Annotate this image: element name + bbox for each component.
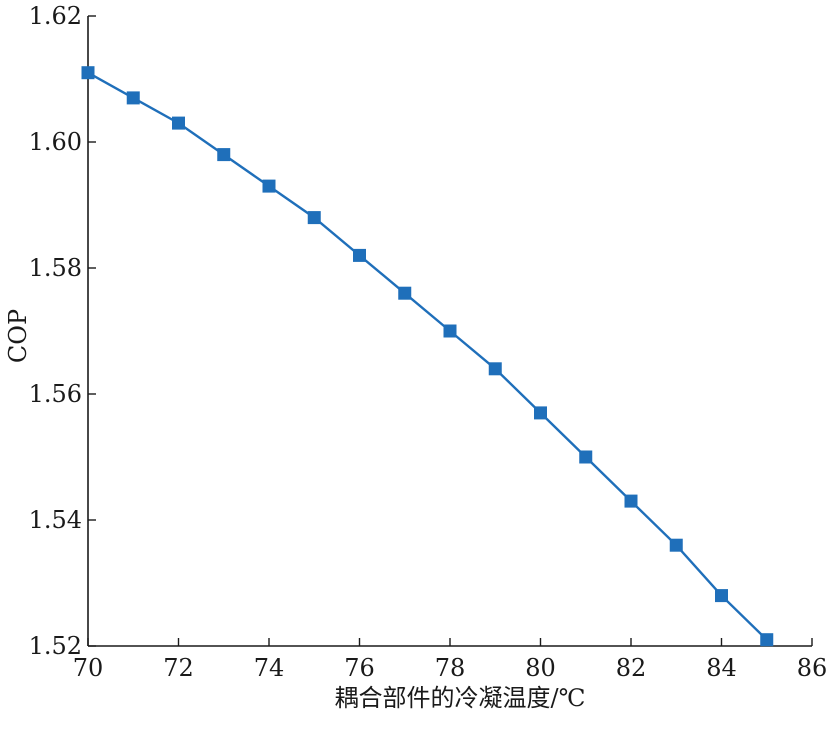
x-tick-label: 86 bbox=[797, 654, 828, 682]
y-tick-label: 1.58 bbox=[29, 254, 82, 282]
data-point bbox=[488, 362, 502, 376]
data-point bbox=[534, 406, 547, 420]
y-ticks: 1.52 1.54 1.56 1.58 1.60 1.62 bbox=[29, 2, 96, 660]
data-point bbox=[579, 450, 593, 464]
y-axis-title: COP bbox=[4, 309, 32, 363]
data-point bbox=[624, 494, 638, 508]
x-axis-title: 耦合部件的冷凝温度/℃ bbox=[335, 684, 586, 712]
y-tick-label: 1.60 bbox=[29, 128, 82, 156]
x-tick-label: 72 bbox=[163, 654, 194, 682]
y-tick-label: 1.54 bbox=[29, 506, 82, 534]
data-markers bbox=[81, 66, 774, 647]
x-tick-label: 76 bbox=[344, 654, 375, 682]
y-tick-label: 1.56 bbox=[29, 380, 82, 408]
y-tick-label: 1.62 bbox=[29, 2, 82, 30]
data-point bbox=[715, 589, 728, 603]
x-tick-label: 80 bbox=[525, 654, 556, 682]
x-tick-label: 74 bbox=[254, 654, 285, 682]
x-tick-label: 78 bbox=[435, 654, 466, 682]
data-point bbox=[398, 286, 412, 300]
x-tick-label: 70 bbox=[73, 654, 104, 682]
y-tick-label: 1.52 bbox=[29, 632, 82, 660]
data-point bbox=[217, 148, 231, 162]
data-point bbox=[126, 91, 140, 105]
data-point bbox=[81, 66, 95, 80]
data-point bbox=[172, 116, 185, 130]
data-point bbox=[307, 211, 321, 225]
x-tick-label: 82 bbox=[616, 654, 647, 682]
x-tick-label: 84 bbox=[706, 654, 737, 682]
x-ticks: 70 72 74 76 78 80 82 84 86 bbox=[73, 638, 828, 682]
data-point bbox=[760, 633, 774, 647]
data-point bbox=[443, 324, 457, 338]
data-point bbox=[669, 538, 683, 552]
data-point bbox=[353, 248, 366, 262]
plot-area: 70 72 74 76 78 80 82 84 86 1.521.541.561.581.601… bbox=[29, 2, 828, 682]
series-line bbox=[87, 71, 768, 641]
data-point bbox=[262, 179, 276, 193]
